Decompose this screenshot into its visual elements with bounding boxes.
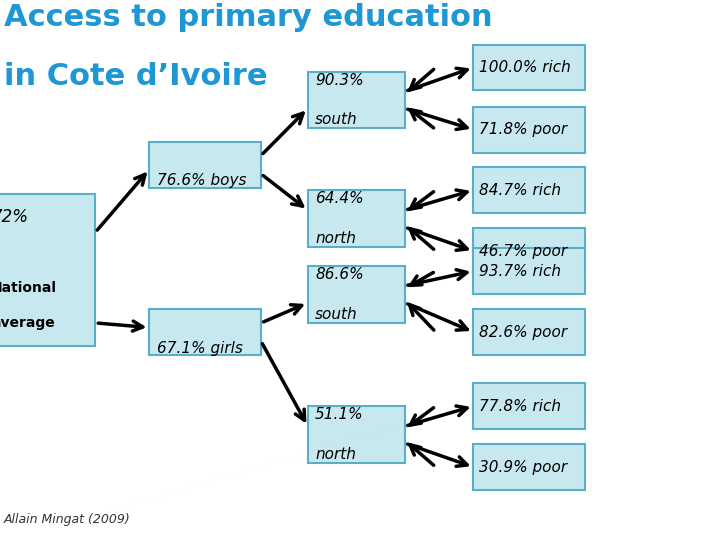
- Text: 72%: 72%: [0, 208, 28, 226]
- Text: 71.8% poor: 71.8% poor: [480, 122, 567, 137]
- FancyBboxPatch shape: [474, 383, 585, 429]
- FancyBboxPatch shape: [150, 142, 261, 188]
- FancyBboxPatch shape: [474, 309, 585, 355]
- Text: 76.6% boys: 76.6% boys: [156, 173, 246, 188]
- FancyBboxPatch shape: [150, 309, 261, 355]
- Text: 82.6% poor: 82.6% poor: [480, 325, 567, 340]
- FancyBboxPatch shape: [308, 266, 405, 322]
- FancyBboxPatch shape: [474, 228, 585, 274]
- Text: Allain Mingat (2009): Allain Mingat (2009): [4, 514, 130, 526]
- FancyBboxPatch shape: [308, 191, 405, 247]
- Text: 90.3%: 90.3%: [315, 72, 364, 87]
- FancyBboxPatch shape: [474, 45, 585, 90]
- Text: 30.9% poor: 30.9% poor: [480, 460, 567, 475]
- Text: 86.6%: 86.6%: [315, 267, 364, 282]
- Text: 67.1% girls: 67.1% girls: [156, 341, 243, 356]
- Text: north: north: [315, 447, 356, 462]
- Text: 51.1%: 51.1%: [315, 407, 364, 422]
- Text: north: north: [315, 231, 356, 246]
- FancyBboxPatch shape: [474, 444, 585, 490]
- Text: 93.7% rich: 93.7% rich: [480, 264, 561, 279]
- Text: Access to primary education: Access to primary education: [4, 3, 492, 32]
- Text: 64.4%: 64.4%: [315, 191, 364, 206]
- Text: 46.7% poor: 46.7% poor: [480, 244, 567, 259]
- FancyBboxPatch shape: [308, 406, 405, 463]
- FancyBboxPatch shape: [0, 194, 95, 346]
- Text: south: south: [315, 307, 358, 322]
- Text: National: National: [0, 281, 57, 295]
- FancyBboxPatch shape: [474, 106, 585, 152]
- FancyBboxPatch shape: [308, 71, 405, 128]
- Text: south: south: [315, 112, 358, 127]
- Text: 77.8% rich: 77.8% rich: [480, 399, 561, 414]
- Text: in Cote d’Ivoire: in Cote d’Ivoire: [4, 62, 267, 91]
- Text: 100.0% rich: 100.0% rich: [480, 60, 571, 75]
- Text: 84.7% rich: 84.7% rich: [480, 183, 561, 198]
- FancyBboxPatch shape: [474, 167, 585, 213]
- Text: average: average: [0, 316, 55, 330]
- FancyBboxPatch shape: [474, 248, 585, 294]
